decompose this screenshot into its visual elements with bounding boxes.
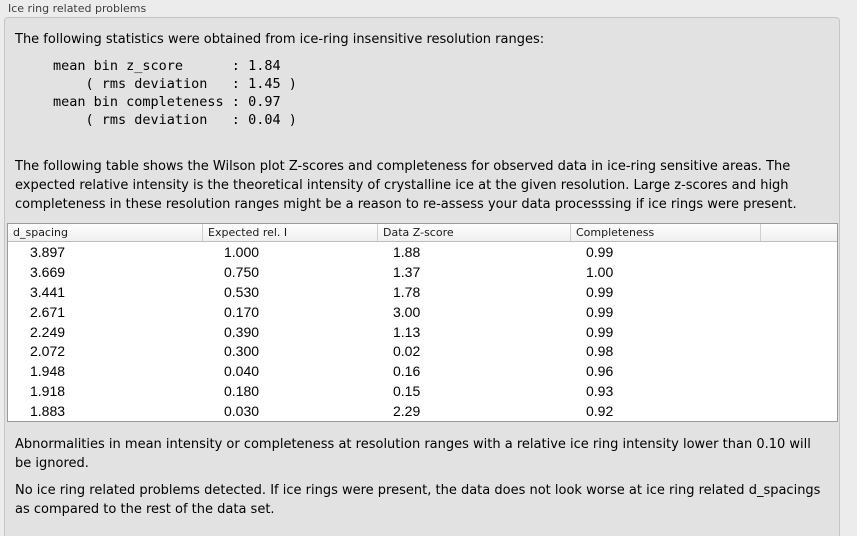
table-cell: 0.92 bbox=[586, 403, 614, 420]
table-cell: 0.99 bbox=[586, 323, 614, 340]
group-box-title: Ice ring related problems bbox=[8, 2, 147, 15]
table-row[interactable]: 2.671 0.170 3.00 0.99 bbox=[8, 302, 837, 322]
table-row[interactable]: 1.883 0.030 2.29 0.92 bbox=[8, 401, 837, 421]
stats-intro-text: The following statistics were obtained f… bbox=[15, 32, 545, 47]
table-cell: 0.180 bbox=[224, 383, 260, 400]
table-cell: 0.300 bbox=[224, 343, 260, 360]
ice-ring-table: d_spacing Expected rel. I Data Z-score Comp… bbox=[7, 223, 838, 423]
table-cell: 1.13 bbox=[393, 323, 421, 340]
table-cell: 2.671 bbox=[30, 303, 66, 320]
table-cell: 0.96 bbox=[586, 363, 614, 380]
table-cell: 1.948 bbox=[30, 363, 66, 380]
table-cell: 1.00 bbox=[586, 263, 614, 280]
table-cell: 0.16 bbox=[393, 363, 421, 380]
ignore-note-text: Abnormalities in mean intensity or compl… bbox=[15, 437, 811, 472]
column-header-empty bbox=[760, 224, 837, 241]
table-cell: 2.072 bbox=[30, 343, 66, 360]
table-cell: 2.29 bbox=[393, 403, 421, 420]
table-cell: 2.249 bbox=[30, 323, 66, 340]
table-cell: 3.669 bbox=[30, 263, 66, 280]
table-cell: 0.02 bbox=[393, 343, 421, 360]
ice-ring-group-box: The following statistics were obtained f… bbox=[4, 17, 840, 536]
table-cell: 0.99 bbox=[586, 303, 614, 320]
table-cell: 0.170 bbox=[224, 303, 260, 320]
table-cell: 0.93 bbox=[586, 383, 614, 400]
table-cell: 3.897 bbox=[30, 243, 66, 260]
table-body: 3.897 1.000 1.88 0.99 3.669 0.750 1.37 1.00 3.44… bbox=[8, 242, 837, 421]
table-cell: 0.15 bbox=[393, 383, 421, 400]
table-cell: 3.441 bbox=[30, 283, 66, 300]
table-description-text: The following table shows the Wilson plo… bbox=[15, 159, 797, 212]
table-cell: 1.37 bbox=[393, 263, 421, 280]
table-header-row: d_spacing Expected rel. I Data Z-score Comp… bbox=[8, 224, 837, 242]
table-cell: 0.040 bbox=[224, 363, 260, 380]
column-header-completeness: Completeness bbox=[570, 224, 760, 241]
column-header-expected-rel-i: Expected rel. I bbox=[202, 224, 377, 241]
table-cell: 1.78 bbox=[393, 283, 421, 300]
conclusion-text: No ice ring related problems detected. I… bbox=[15, 483, 821, 518]
table-cell: 1.883 bbox=[30, 403, 66, 420]
table-row[interactable]: 1.918 0.180 0.15 0.93 bbox=[8, 381, 837, 401]
column-header-data-z-score: Data Z-score bbox=[377, 224, 570, 241]
table-cell: 0.99 bbox=[586, 283, 614, 300]
table-row[interactable]: 3.441 0.530 1.78 0.99 bbox=[8, 282, 837, 302]
table-cell: 1.88 bbox=[393, 243, 421, 260]
table-cell: 0.750 bbox=[224, 263, 260, 280]
table-row[interactable]: 2.072 0.300 0.02 0.98 bbox=[8, 341, 837, 361]
table-cell: 3.00 bbox=[393, 303, 421, 320]
table-cell: 0.030 bbox=[224, 403, 260, 420]
table-cell: 1.918 bbox=[30, 383, 66, 400]
table-cell: 1.000 bbox=[224, 243, 260, 260]
table-row[interactable]: 3.669 0.750 1.37 1.00 bbox=[8, 262, 837, 282]
table-cell: 0.530 bbox=[224, 283, 260, 300]
table-row[interactable]: 1.948 0.040 0.16 0.96 bbox=[8, 361, 837, 381]
table-cell: 0.99 bbox=[586, 243, 614, 260]
table-row[interactable]: 2.249 0.390 1.13 0.99 bbox=[8, 322, 837, 342]
column-header-d-spacing: d_spacing bbox=[13, 226, 68, 239]
table-cell: 0.98 bbox=[586, 343, 614, 360]
table-row[interactable]: 3.897 1.000 1.88 0.99 bbox=[8, 242, 837, 262]
stats-block: mean bin z_score : 1.84 ( rms deviation … bbox=[53, 58, 297, 128]
table-cell: 0.390 bbox=[224, 323, 260, 340]
